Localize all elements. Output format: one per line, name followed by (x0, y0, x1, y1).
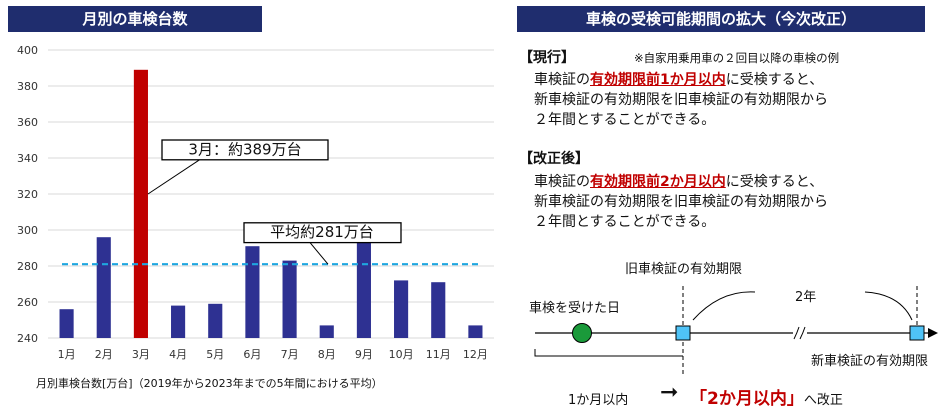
bar (208, 303, 223, 338)
two-months-label: 「2か月以内」 (690, 389, 804, 409)
y-tick-label: 300 (17, 224, 38, 237)
two-year-curve-right (864, 291, 913, 321)
bar (282, 260, 297, 338)
x-tick-label: 8月 (318, 348, 336, 361)
new-expiry-label: 新車検証の有効期限 (811, 354, 929, 369)
average-callout-box (243, 222, 402, 244)
x-tick-label: 6月 (243, 348, 261, 361)
x-tick-label: 11月 (426, 348, 451, 361)
current-label: 【現行】 (519, 50, 575, 66)
two-years-label: 2年 (795, 290, 817, 305)
timeline-arrowhead (928, 328, 938, 338)
y-tick-label: 320 (17, 188, 38, 201)
y-tick-label: 340 (17, 152, 38, 165)
bar (171, 305, 186, 338)
current-highlight: 有効期限前1か月以内 (590, 72, 726, 88)
bars (59, 69, 483, 339)
x-tick-label: 10月 (389, 348, 414, 361)
revised-highlight: 有効期限前2か月以内 (590, 174, 726, 190)
old-expiry-marker (675, 325, 691, 341)
axis-break-icon (793, 326, 806, 340)
x-tick-label: 7月 (281, 348, 299, 361)
bar (245, 246, 260, 338)
average-callout-leader (309, 242, 329, 265)
revised-line1-pre: 車検証の (534, 174, 590, 190)
current-line3: ２年間とすることができる。 (534, 112, 716, 128)
axis-break-gap (793, 326, 807, 340)
one-month-bracket (534, 349, 683, 357)
y-tick-label: 240 (17, 332, 38, 345)
one-month-label: 1か月以内 (568, 393, 629, 408)
current-line1-pre: 車検証の (534, 72, 590, 88)
revision-suffix: へ改正 (803, 393, 843, 408)
revised-line1-post: に受検すると、 (725, 174, 824, 190)
highlight-callout-box (161, 139, 329, 161)
revised-line2: 新車検証の有効期限を旧車検証の有効期限から (534, 194, 828, 210)
x-tick-label: 9月 (355, 348, 373, 361)
two-year-curve-left (692, 291, 756, 321)
bar (59, 309, 74, 338)
current-paragraph: 車検証の有効期限前1か月以内に受検すると、 新車検証の有効期限を旧車検証の有効期… (534, 70, 828, 130)
revised-line3: ２年間とすることができる。 (534, 214, 716, 230)
x-tick-label: 12月 (463, 348, 488, 361)
y-tick-label: 280 (17, 260, 38, 273)
x-tick-label: 3月 (132, 348, 150, 361)
bar (431, 282, 446, 338)
x-axis-ticks: 1月 2月 3月 4月 5月 6月 7月 8月 9月 10月 11月 12月 (58, 348, 488, 361)
revised-paragraph: 車検証の有効期限前2か月以内に受検すると、 新車検証の有効期限を旧車検証の有効期… (534, 172, 828, 232)
bar (96, 237, 111, 338)
bar (133, 69, 148, 339)
inspection-day-label: 車検を受けた日 (529, 301, 621, 316)
bar (394, 280, 409, 338)
highlight-callout-label: 3月：約389万台 (188, 140, 301, 158)
current-line1-post: に受検すると、 (725, 72, 824, 88)
current-note: ※自家用乗用車の２回目以降の車検の例 (634, 51, 840, 65)
inspection-day-marker (572, 323, 592, 343)
chart-header: 月別の車検台数 (8, 6, 262, 32)
arrow-right-icon: ➞ (660, 380, 679, 405)
average-callout-label: 平均約281万台 (270, 223, 374, 241)
y-tick-label: 260 (17, 296, 38, 309)
monthly-inspection-bar-chart: 240 260 280 300 320 340 360 380 400 1月 2月 3月 4月 5月 6月… (17, 44, 494, 361)
revision-header: 車検の受検可能期間の拡大（今次改正） (517, 6, 925, 32)
y-tick-label: 380 (17, 80, 38, 93)
x-tick-label: 5月 (206, 348, 224, 361)
bar (319, 325, 334, 338)
old-expiry-label: 旧車検証の有効期限 (625, 262, 743, 277)
highlight-callout-leader (147, 155, 206, 195)
y-axis-ticks: 240 260 280 300 320 340 360 380 400 (17, 44, 38, 345)
x-tick-label: 1月 (58, 348, 76, 361)
new-expiry-marker (909, 325, 925, 341)
current-line2: 新車検証の有効期限を旧車検証の有効期限から (534, 92, 828, 108)
x-tick-label: 2月 (95, 348, 113, 361)
x-tick-label: 4月 (169, 348, 187, 361)
revision-statement: 「2か月以内」へ改正 (690, 384, 843, 409)
y-tick-label: 360 (17, 116, 38, 129)
y-tick-label: 400 (17, 44, 38, 57)
chart-caption: 月別車検台数[万台]（2019年から2023年までの5年間における平均） (36, 377, 383, 390)
revised-label: 【改正後】 (519, 151, 589, 167)
bar (468, 325, 483, 338)
